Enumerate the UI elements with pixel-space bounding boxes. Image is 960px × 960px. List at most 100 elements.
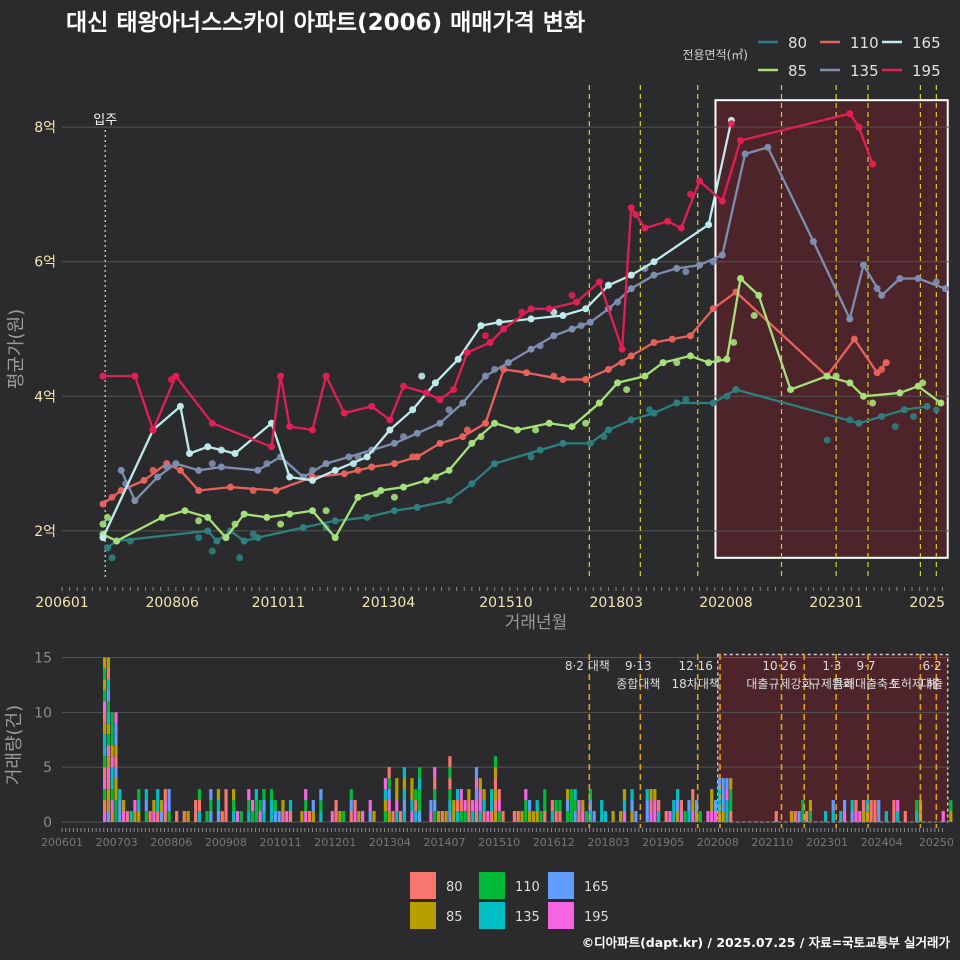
volume-bar (110, 734, 114, 746)
volume-bar (114, 723, 118, 735)
scatter-point (149, 466, 157, 474)
x-tick-label: 200806 (145, 595, 199, 611)
volume-bar (106, 811, 110, 822)
data-point (846, 315, 854, 323)
volume-x-tick-label: 202008 (697, 836, 739, 849)
volume-bar (471, 811, 475, 822)
data-point (846, 379, 854, 387)
volume-bar (269, 789, 274, 801)
volume-bar (915, 811, 919, 822)
volume-bar (824, 811, 828, 822)
volume-bar (334, 800, 338, 812)
volume-bar (273, 800, 277, 812)
data-point (99, 372, 107, 380)
volume-x-tick-label: 202110 (751, 836, 793, 849)
volume-bar (611, 811, 615, 822)
volume-bar (197, 811, 202, 822)
volume-bar (304, 789, 308, 801)
data-point (878, 412, 886, 420)
volume-bar (159, 800, 164, 812)
scatter-point (709, 258, 717, 266)
volume-bar (949, 800, 953, 812)
volume-bar (528, 800, 532, 812)
scatter-point (873, 285, 881, 293)
volume-bar (729, 789, 733, 801)
volume-bar (721, 789, 725, 801)
data-point (659, 359, 667, 367)
y-axis-title: 평균가(원) (6, 309, 27, 389)
volume-bar (694, 811, 699, 822)
volume-bar (417, 811, 422, 822)
policy-annotation: 6·2 (923, 659, 942, 673)
volume-y-axis-title: 거래량(건) (4, 705, 25, 785)
volume-bar (118, 800, 122, 812)
volume-bar (410, 811, 414, 822)
volume-bar (102, 657, 107, 669)
volume-bar (402, 811, 406, 822)
scatter-point (126, 537, 134, 545)
volume-bar (657, 800, 661, 812)
volume-y-tick: 0 (43, 815, 52, 831)
volume-bar (417, 789, 422, 801)
volume-bar (395, 789, 399, 801)
volume-bar (277, 811, 281, 822)
volume-bar (721, 778, 725, 790)
volume-bar (232, 789, 236, 801)
scatter-point (730, 338, 738, 346)
volume-bar (402, 800, 406, 812)
data-point (308, 426, 316, 434)
volume-bar (402, 767, 406, 779)
volume-bar (163, 789, 167, 801)
volume-bar (573, 811, 577, 822)
x-tick-label: 201304 (362, 595, 416, 611)
y-tick-label: 8억 (34, 120, 56, 136)
scatter-point (832, 372, 840, 380)
data-point (149, 426, 157, 434)
data-point (176, 402, 184, 410)
volume-bar (137, 789, 141, 801)
scatter-point (891, 423, 899, 431)
data-point (664, 217, 672, 225)
data-point (154, 473, 162, 481)
legend-label: 110 (850, 34, 879, 52)
volume-bar (490, 789, 494, 801)
volume-bar (543, 789, 547, 801)
data-point (331, 517, 339, 525)
volume-bar (679, 800, 683, 812)
data-point (386, 426, 394, 434)
data-point (204, 513, 212, 521)
data-point (354, 493, 362, 501)
volume-bar (414, 811, 418, 822)
volume-bar (391, 811, 395, 822)
volume-bar (539, 811, 543, 822)
volume-bar (144, 800, 148, 812)
volume-bar (676, 800, 680, 812)
data-point (445, 466, 453, 474)
scatter-point (195, 517, 203, 525)
volume-bar (459, 800, 463, 812)
volume-bar (167, 800, 171, 812)
data-point (422, 389, 430, 397)
data-point (705, 359, 713, 367)
volume-bar (235, 811, 239, 822)
data-point (604, 365, 612, 373)
volume-bar (501, 811, 505, 822)
volume-bar (118, 811, 122, 822)
volume-bar (281, 811, 285, 822)
volume-bar (645, 800, 649, 812)
data-point (527, 315, 535, 323)
volume-bar (395, 778, 399, 790)
scatter-point (354, 453, 362, 461)
volume-bar (710, 789, 714, 801)
volume-bar (395, 800, 399, 812)
scatter-point (577, 322, 585, 330)
volume-bar (319, 800, 323, 812)
data-point (431, 379, 439, 387)
volume-bar (691, 789, 695, 801)
data-point (696, 261, 704, 269)
data-point (208, 419, 216, 427)
volume-bar (497, 789, 501, 801)
data-point (195, 487, 203, 495)
volume-bar (224, 789, 228, 801)
volume-x-tick-label: 200703 (96, 836, 138, 849)
